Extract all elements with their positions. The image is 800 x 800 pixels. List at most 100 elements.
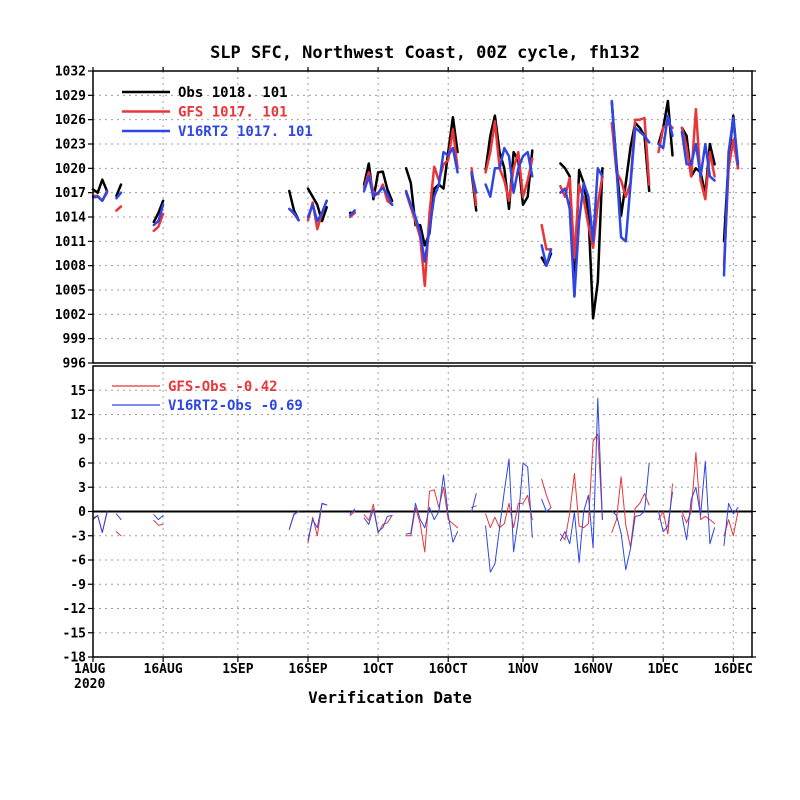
legend-item-v16rt2: V16RT2 1017. 101 [122, 124, 313, 140]
bottom-y-tick-label: -15 [63, 626, 86, 641]
series-line-segment [485, 494, 533, 529]
series-line-segment [611, 462, 650, 571]
series-line-segment [680, 107, 716, 201]
bottom-y-tick-label: 9 [78, 432, 86, 447]
x-tick-label: 16SEP [288, 662, 327, 677]
series-line-segment [306, 187, 328, 223]
series-line-segment [485, 458, 533, 573]
x-tick-label: 16AUG [144, 662, 183, 677]
series-line-segment [288, 207, 300, 222]
series-line-segment [541, 498, 552, 512]
series-line-segment [559, 433, 603, 541]
bottom-y-axis: -18 -15 -12 -9 -6 -3 0 3 6 9 12 15 [63, 384, 756, 666]
series-line-segment [307, 502, 328, 541]
series-line-segment [559, 167, 604, 298]
top-series-v16rt2 [91, 99, 740, 298]
bottom-y-tick-label: -18 [63, 651, 87, 666]
series-line-segment [559, 162, 604, 320]
series-line-segment [349, 508, 356, 515]
x-tick-label: 1SEP [222, 662, 253, 677]
series-line-segment [115, 205, 123, 212]
top-y-tick-label: 996 [63, 357, 87, 372]
bottom-y-tick-label: 15 [70, 384, 86, 399]
series-line-segment [363, 508, 393, 533]
x-tick-sublabel: 2020 [74, 677, 105, 692]
top-y-tick-label: 1011 [55, 235, 86, 250]
bottom-y-tick-label: 12 [70, 408, 86, 423]
series-line-segment [362, 162, 394, 203]
series-line-segment [722, 116, 740, 277]
series-line-segment [91, 178, 109, 194]
series-line-segment [153, 514, 164, 521]
x-tick-label: 16OCT [429, 662, 468, 677]
series-line-segment [152, 212, 165, 233]
series-line-segment [363, 503, 393, 534]
series-line-segment [471, 493, 477, 512]
top-y-tick-label: 1017 [55, 186, 86, 201]
series-line-segment [484, 120, 534, 203]
top-y-tick-label: 1020 [55, 162, 86, 177]
top-y-axis: 996 999 1002 1005 1008 1011 1014 1017 1020 1023 10… [55, 65, 756, 372]
top-y-tick-label: 1005 [55, 284, 86, 299]
series-line-segment [91, 189, 109, 203]
series-line-segment [92, 511, 108, 533]
series-line-segment [540, 223, 553, 251]
legend-label: GFS 1017. 101 [178, 105, 288, 121]
bottom-y-tick-label: 6 [78, 457, 86, 472]
bottom-y-tick-label: 0 [78, 505, 86, 520]
legend-item-obs: Obs 1018. 101 [122, 85, 288, 101]
bottom-y-tick-label: -9 [70, 578, 86, 593]
series-line-segment [288, 511, 300, 530]
bottom-legend: GFS-Obs -0.42 V16RT2-Obs -0.69 [112, 379, 303, 414]
series-line-segment [348, 209, 356, 217]
legend-item-v16rt2-obs: V16RT2-Obs -0.69 [112, 398, 303, 414]
top-y-tick-label: 1032 [55, 65, 86, 80]
series-line-segment [405, 486, 459, 553]
top-y-tick-label: 1029 [55, 89, 86, 104]
x-axis-label: Verification Date [308, 688, 472, 707]
bottom-plot-frame [92, 365, 753, 658]
bottom-series-gfs-obs [92, 433, 739, 553]
top-plot-frame [92, 70, 753, 364]
top-panel: 996 999 1002 1005 1008 1011 1014 1017 1020 1023 10… [55, 65, 756, 372]
series-line-segment [405, 474, 459, 543]
series-line-segment [115, 531, 122, 537]
bottom-panel: -18 -15 -12 -9 -6 -3 0 3 6 9 12 15 GFS-Obs -0.42 V16R… [63, 365, 756, 666]
x-tick-label: 1DEC [648, 662, 679, 677]
x-tick-label: 1NOV [507, 662, 538, 677]
series-line-segment [349, 511, 356, 516]
x-tick-label: 1OCT [362, 662, 393, 677]
top-legend: Obs 1018. 101 GFS 1017. 101 V16RT2 1017. 1… [122, 85, 313, 140]
x-tick-label: 1AUG [74, 662, 105, 677]
top-y-tick-label: 1014 [55, 211, 86, 226]
series-line-segment [540, 244, 553, 267]
series-line-segment [307, 502, 328, 544]
bottom-y-tick-label: 3 [78, 481, 86, 496]
series-line-segment [657, 114, 674, 150]
series-line-segment [681, 452, 716, 525]
x-tick-label: 16NOV [574, 662, 613, 677]
legend-label: GFS-Obs -0.42 [168, 379, 278, 395]
series-line-segment [610, 99, 651, 243]
series-line-segment [362, 175, 394, 207]
series-line-segment [152, 203, 165, 227]
series-line-segment [153, 519, 164, 526]
series-line-segment [680, 130, 716, 182]
series-line-segment [404, 146, 459, 263]
legend-item-gfs: GFS 1017. 101 [122, 105, 288, 121]
legend-label: V16RT2-Obs -0.69 [168, 398, 303, 414]
top-y-tick-label: 1026 [55, 113, 86, 128]
series-line-segment [115, 191, 123, 200]
series-line-segment [115, 183, 123, 198]
bottom-y-tick-label: -3 [70, 529, 86, 544]
top-y-tick-label: 1008 [55, 259, 86, 274]
series-line-segment [681, 460, 716, 545]
series-line-segment [541, 478, 552, 508]
top-y-tick-label: 999 [63, 332, 86, 347]
series-line-segment [152, 199, 165, 224]
top-y-tick-label: 1002 [55, 308, 86, 323]
series-line-segment [723, 502, 739, 546]
series-line-segment [470, 171, 478, 194]
